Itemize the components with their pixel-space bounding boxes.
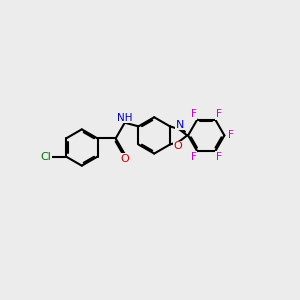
Text: F: F (216, 152, 222, 162)
Text: F: F (216, 109, 222, 119)
Text: F: F (191, 109, 197, 119)
Text: Cl: Cl (40, 152, 51, 162)
Text: F: F (228, 130, 233, 140)
Text: NH: NH (117, 113, 133, 123)
Text: O: O (120, 154, 129, 164)
Text: N: N (176, 120, 184, 130)
Text: F: F (191, 152, 197, 162)
Text: O: O (173, 141, 182, 151)
